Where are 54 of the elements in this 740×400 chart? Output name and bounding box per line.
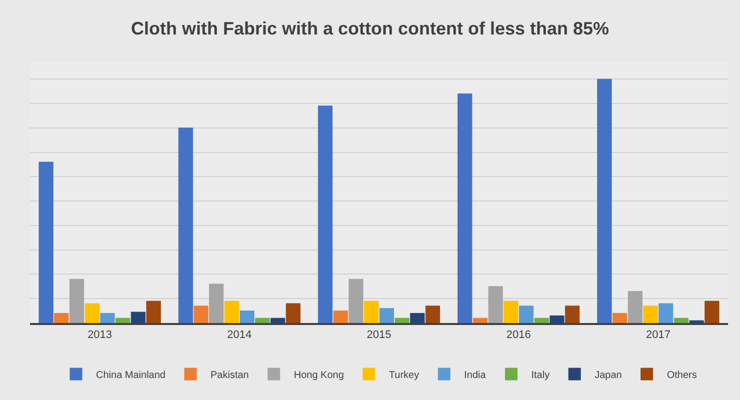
legend-label: Turkey [388, 370, 420, 381]
bar [518, 306, 534, 323]
bar [130, 312, 146, 323]
x-tick-label: 2017 [646, 329, 670, 342]
bar [643, 306, 658, 323]
bar [364, 300, 379, 323]
bar [704, 300, 720, 323]
bar [458, 93, 472, 323]
bar [146, 300, 161, 323]
chart-title: Cloth with Fabric with a cotton content of less than 85% [130, 18, 610, 38]
bar [425, 306, 440, 323]
bar [504, 300, 518, 323]
legend-label: Japan [594, 370, 622, 381]
bar [84, 303, 100, 323]
bar [224, 300, 240, 323]
bar [410, 312, 425, 323]
bar [379, 308, 394, 323]
bar [674, 318, 689, 323]
legend-label: Others [666, 370, 697, 381]
x-tick-label: 2016 [506, 329, 531, 342]
bar [69, 278, 84, 323]
legend-label: Hong Kong [294, 370, 344, 381]
bar [38, 162, 54, 323]
bar [534, 318, 549, 323]
bar [116, 318, 130, 323]
bar [255, 318, 270, 323]
bar [286, 303, 300, 323]
legend-label: Pakistan [210, 370, 249, 381]
bar [394, 318, 410, 323]
x-tick-label: 2015 [366, 329, 392, 342]
bar [178, 128, 193, 323]
bar [100, 312, 115, 323]
bar [689, 320, 704, 323]
bar [472, 318, 488, 323]
bar [658, 303, 674, 323]
x-tick-label: 2014 [227, 329, 252, 342]
bar [612, 312, 628, 323]
bar [270, 318, 286, 323]
bar [54, 312, 69, 323]
bar [194, 306, 208, 323]
bar [348, 278, 364, 323]
bar [488, 286, 503, 323]
bar [318, 106, 333, 323]
bar [628, 291, 642, 323]
bar [240, 310, 254, 323]
bar [209, 284, 224, 323]
x-tick-label: 2013 [88, 329, 112, 342]
legend-label: Italy [531, 370, 550, 381]
bar [565, 306, 580, 323]
legend-label: India [464, 370, 486, 381]
bar [597, 78, 612, 323]
bar [333, 310, 348, 323]
legend-label: China Mainland [96, 370, 166, 381]
bar [550, 315, 564, 323]
